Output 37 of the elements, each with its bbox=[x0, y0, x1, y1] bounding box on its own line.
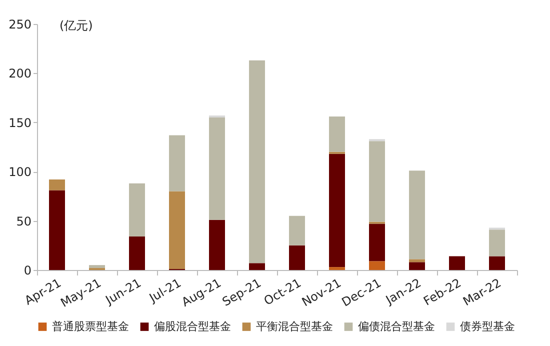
bar bbox=[449, 256, 465, 270]
bar bbox=[49, 190, 65, 270]
bar bbox=[249, 263, 265, 270]
bar bbox=[409, 262, 425, 270]
bar bbox=[209, 220, 225, 270]
legend-label: 偏股混合型基金 bbox=[154, 320, 231, 333]
bar bbox=[409, 259, 425, 262]
bar bbox=[169, 135, 185, 192]
bar bbox=[329, 154, 345, 268]
legend-label: 平衡混合型基金 bbox=[256, 320, 333, 333]
bar bbox=[329, 116, 345, 152]
bar bbox=[169, 191, 185, 270]
y-tick-label: 50 bbox=[16, 214, 32, 228]
y-axis-title: (亿元) bbox=[60, 18, 93, 32]
bar bbox=[289, 245, 305, 270]
legend-label: 偏债混合型基金 bbox=[358, 320, 435, 333]
bar bbox=[369, 261, 385, 270]
bar bbox=[409, 170, 425, 260]
legend-label: 债券型基金 bbox=[460, 320, 515, 333]
bar bbox=[249, 60, 265, 264]
bar bbox=[369, 141, 385, 222]
y-tick-label: 100 bbox=[8, 165, 32, 180]
y-tick-label: 0 bbox=[24, 264, 32, 278]
y-tick-label: 250 bbox=[8, 18, 32, 32]
bar bbox=[89, 265, 105, 268]
bar bbox=[129, 236, 145, 270]
bar bbox=[129, 183, 145, 237]
bar bbox=[209, 117, 225, 220]
legend-label: 普通股票型基金 bbox=[52, 320, 129, 333]
y-tick-label: 200 bbox=[8, 66, 32, 81]
bar bbox=[289, 216, 305, 246]
bar bbox=[489, 230, 505, 256]
bar bbox=[369, 224, 385, 262]
y-tick-label: 150 bbox=[8, 116, 32, 130]
bar bbox=[49, 179, 65, 190]
bar bbox=[329, 267, 345, 270]
bar bbox=[489, 256, 505, 270]
